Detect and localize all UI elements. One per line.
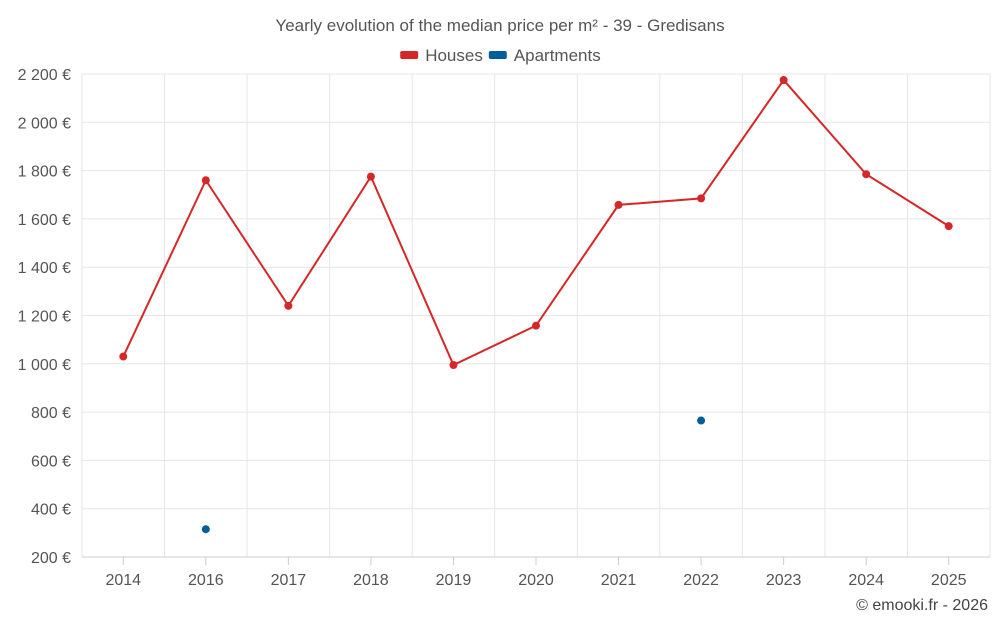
data-point-houses[interactable] [614,200,623,209]
x-tick-label: 2021 [601,572,637,589]
y-tick-label: 800 € [31,405,71,422]
legend-label-houses[interactable]: Houses [425,46,483,65]
x-tick-label: 2022 [683,572,719,589]
data-point-houses[interactable] [532,321,540,330]
y-tick-label: 1 200 € [18,309,71,326]
data-point-houses[interactable] [366,172,375,181]
chart-series [119,76,953,534]
data-point-apartments[interactable] [201,525,210,534]
chart-grid [81,73,991,558]
x-tick-label: 2014 [105,572,141,589]
y-tick-label: 600 € [31,453,71,470]
y-tick-label: 400 € [31,502,71,519]
legend-swatch-houses [400,51,419,59]
data-point-apartments[interactable] [697,416,706,425]
x-tick-label: 2023 [766,572,802,589]
x-tick-label: 2017 [271,572,307,589]
data-point-houses[interactable] [119,352,128,361]
data-point-houses[interactable] [697,194,706,203]
data-point-houses[interactable] [201,176,210,185]
y-tick-label: 1 400 € [18,260,71,277]
data-point-houses[interactable] [779,76,788,85]
credit-text: © emooki.fr - 2026 [856,597,988,614]
y-tick-label: 2 000 € [18,115,71,132]
x-tick-label: 2018 [353,572,389,589]
x-tick-label: 2024 [848,572,884,589]
x-tick-label: 2019 [436,572,472,589]
y-tick-label: 200 € [31,550,71,567]
x-axis: 2014 2016 2017 2018 2019 2020 2021 2022 2023 2024… [82,556,990,589]
data-point-houses[interactable] [284,301,293,310]
legend-swatch-apartments [488,51,507,59]
data-point-houses[interactable] [449,361,458,370]
y-axis: 200 € 400 € 600 € 800 € 1 000 € 1 200 € 1 400 … [18,67,71,567]
x-tick-label: 2020 [518,572,554,589]
legend-label-apartments[interactable]: Apartments [514,46,601,65]
x-tick-label: 2016 [188,572,224,589]
x-tick-label: 2025 [931,572,967,589]
chart-legend: Houses Apartments [400,46,601,65]
y-tick-label: 2 200 € [18,67,71,84]
data-point-houses[interactable] [862,170,871,179]
y-tick-label: 1 600 € [18,212,71,229]
y-tick-label: 1 800 € [18,164,71,181]
data-point-houses[interactable] [944,222,953,231]
y-tick-label: 1 000 € [18,357,71,374]
chart-title: Yearly evolution of the median price per… [275,16,724,35]
